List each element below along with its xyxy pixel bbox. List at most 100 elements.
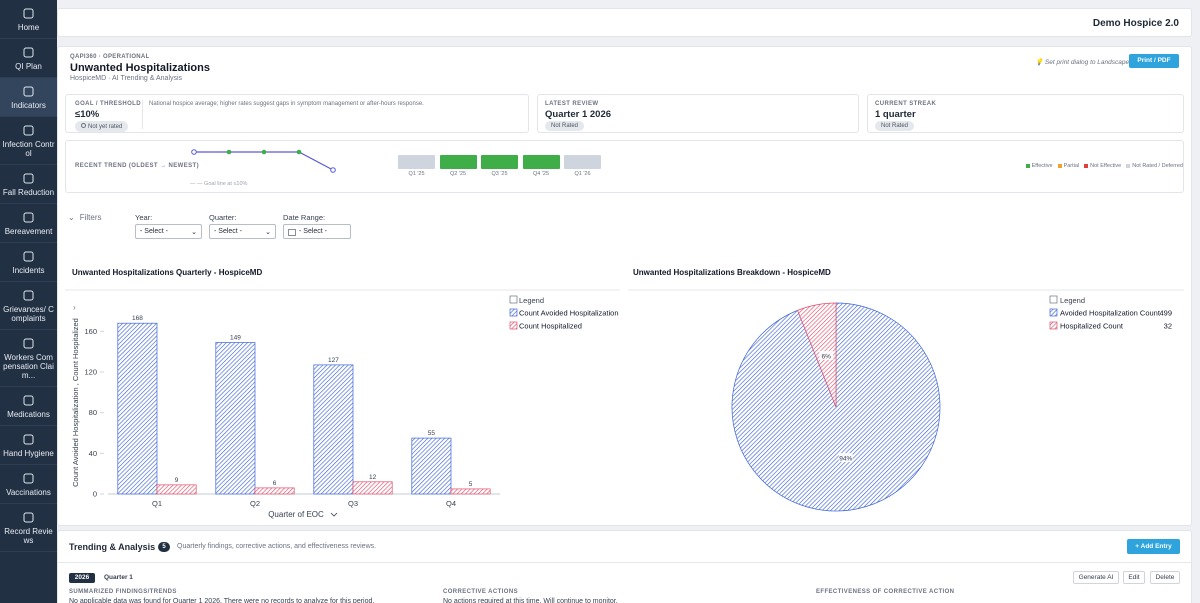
quarter-status [564, 155, 601, 169]
nav-icon [23, 434, 34, 445]
page-title: Unwanted Hospitalizations [70, 62, 210, 74]
nav-item[interactable]: Medications [0, 387, 57, 426]
filter-label: Quarter: [209, 213, 237, 222]
kpi-value: ≤10% [75, 109, 100, 120]
nav-label: Vaccinations [6, 488, 51, 497]
nav-icon [23, 290, 34, 301]
filters-toggle[interactable]: ⌄ Filters [68, 213, 102, 222]
nav-item[interactable]: Indicators [0, 78, 57, 117]
filter-select[interactable]: - Select - ⌄ [209, 224, 276, 239]
kpi-value: 1 quarter [875, 109, 916, 120]
kpi-current-streak: CURRENT STREAK 1 quarter Not Rated [867, 94, 1184, 133]
nav-item[interactable]: Vaccinations [0, 465, 57, 504]
sparkline [191, 149, 336, 173]
generate-ai-button[interactable]: Generate AI [1073, 571, 1119, 584]
year-pill: 2026 [69, 573, 95, 583]
kpi-latest-review: LATEST REVIEW Quarter 1 2026 Not Rated [537, 94, 859, 133]
nav-label: Record Reviews [4, 527, 53, 545]
filter-label: Date Range: [283, 213, 326, 222]
filter-field: Quarter: - Select - ⌄ [209, 213, 276, 239]
column-label: SUMMARIZED FINDINGS/TRENDS [69, 589, 177, 595]
filter-field: Year: - Select - ⌄ [135, 213, 202, 239]
nav-item[interactable]: Infection Control [0, 117, 57, 165]
nav-item[interactable]: Workers Compensation Claim... [0, 330, 57, 387]
nav-item[interactable]: Grievances/ Complaints [0, 282, 57, 330]
filter-field: Date Range: - Select - [283, 213, 351, 239]
kpi-label: LATEST REVIEW [545, 101, 599, 107]
quarter-status [439, 155, 477, 169]
legend-swatch [1084, 164, 1089, 168]
nav-icon [23, 512, 34, 523]
nav-item[interactable]: Hand Hygiene [0, 426, 57, 465]
nav-label: Incidents [12, 266, 45, 275]
print-hint: 💡 Set print dialog to Landscape [1035, 58, 1129, 66]
legend-item: Effective [1025, 163, 1053, 169]
quarter-label: Q3 '25 [491, 171, 508, 177]
nav-item[interactable]: Home [0, 0, 57, 39]
top-bar: Demo Hospice 2.0 [57, 8, 1192, 37]
nav-item[interactable]: Fall Reduction [0, 165, 57, 204]
filters-label: Filters [79, 213, 102, 222]
column-label: CORRECTIVE ACTIONS [443, 589, 518, 595]
count-badge: 5 [158, 542, 170, 552]
select-text: - Select - [299, 228, 328, 235]
nav-icon [23, 125, 34, 136]
hint-text: Set print dialog to Landscape [1044, 59, 1130, 66]
nav-icon [23, 473, 34, 484]
nav-icon [23, 251, 34, 262]
legend-label: Not Rated / Deferred [1132, 163, 1183, 169]
edit-button[interactable]: Edit [1123, 571, 1145, 584]
nav-label: Bereavement [4, 227, 53, 236]
nav-item[interactable]: Bereavement [0, 204, 57, 243]
legend-item: Not Effective [1084, 163, 1121, 169]
calendar-icon [288, 228, 296, 236]
nav-label: Workers Compensation Claim... [3, 353, 54, 380]
trending-card [57, 530, 1192, 603]
delete-button[interactable]: Delete [1150, 571, 1180, 584]
badge-text: Not yet rated [88, 124, 123, 130]
column-label: EFFECTIVENESS OF CORRECTIVE ACTION [816, 589, 955, 595]
goal-note: — — Goal line at ≤10% [190, 181, 248, 187]
filter-select[interactable]: - Select - ⌄ [135, 224, 202, 239]
print-button[interactable]: Print / PDF [1129, 54, 1179, 68]
filters: Year: - Select - ⌄ Quarter: - Select - ⌄ Date … [135, 213, 351, 239]
sidebar: Home QI Plan Indicators Infection Control Fa… [0, 0, 57, 603]
nav-label: Fall Reduction [2, 188, 55, 197]
quarter-label: Q1 '26 [574, 171, 591, 177]
kpi-value: Quarter 1 2026 [545, 109, 612, 120]
nav-label: Infection Control [2, 140, 55, 158]
nav-item[interactable]: Record Reviews [0, 504, 57, 552]
nav-icon [23, 8, 34, 19]
nav-icon [23, 47, 34, 58]
quarter-label: Q4 '25 [532, 171, 550, 177]
select-text: - Select - [214, 228, 243, 235]
nav-item[interactable]: QI Plan [0, 39, 57, 78]
nav-label: QI Plan [15, 62, 42, 71]
quarter-status [398, 155, 435, 169]
add-entry-button[interactable]: + Add Entry [1127, 539, 1180, 554]
kpi-label: GOAL / THRESHOLD [75, 101, 141, 107]
quarter-status [481, 155, 518, 169]
column-text: No applicable data was found for Quarter… [69, 598, 375, 603]
kpi-goal: GOAL / THRESHOLD ≤10% Not yet rated Nati… [65, 94, 529, 133]
filter-select[interactable]: - Select - [283, 224, 351, 239]
legend-swatch [1126, 164, 1131, 168]
legend-label: Effective [1031, 163, 1053, 169]
legend-item: Partial [1057, 163, 1079, 169]
eyebrow: QAPI360 · OPERATIONAL [70, 54, 150, 60]
nav-label: Indicators [11, 101, 46, 110]
nav-item[interactable]: Incidents [0, 243, 57, 282]
legend-swatch [1025, 164, 1030, 168]
trend-legend: Effective Partial Not Effective Not Rated /… [1025, 163, 1183, 169]
nav-label: Hand Hygiene [3, 449, 54, 458]
legend-label: Not Effective [1090, 163, 1122, 169]
nav-label: Medications [7, 410, 50, 419]
kpi-badge: Not Rated [545, 121, 585, 131]
legend-swatch [1057, 164, 1062, 168]
app-title: Demo Hospice 2.0 [1092, 18, 1179, 29]
nav-icon [23, 338, 34, 349]
nav-label: Home [17, 23, 40, 32]
kpi-label: CURRENT STREAK [875, 101, 937, 107]
trend-panel [65, 140, 1184, 193]
select-caret: ⌄ [265, 228, 271, 236]
